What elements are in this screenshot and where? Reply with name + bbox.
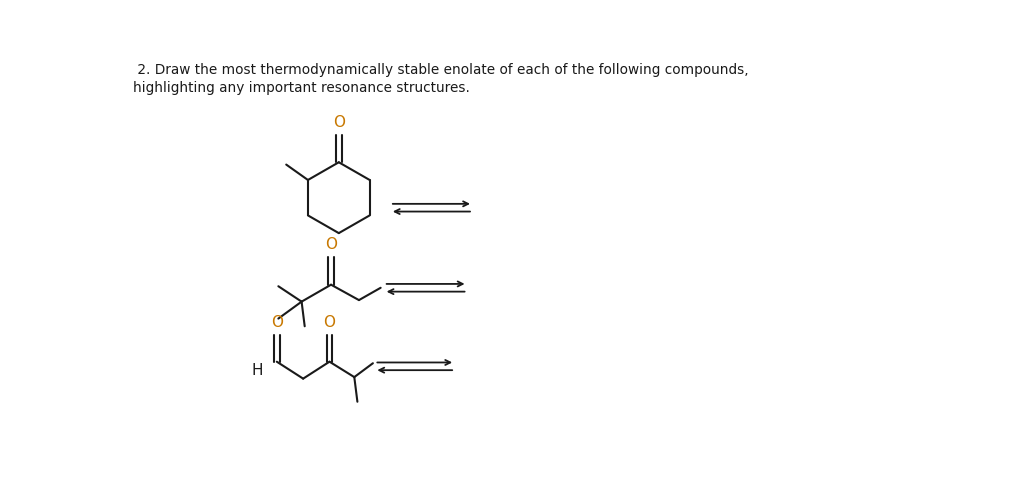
Text: H: H	[251, 363, 263, 378]
Text: highlighting any important resonance structures.: highlighting any important resonance str…	[133, 82, 470, 95]
Text: 2. Draw the most thermodynamically stable enolate of each of the following compo: 2. Draw the most thermodynamically stabl…	[133, 63, 749, 77]
Text: O: O	[325, 237, 337, 252]
Text: O: O	[270, 315, 283, 330]
Text: O: O	[324, 315, 336, 330]
Text: O: O	[333, 115, 345, 130]
